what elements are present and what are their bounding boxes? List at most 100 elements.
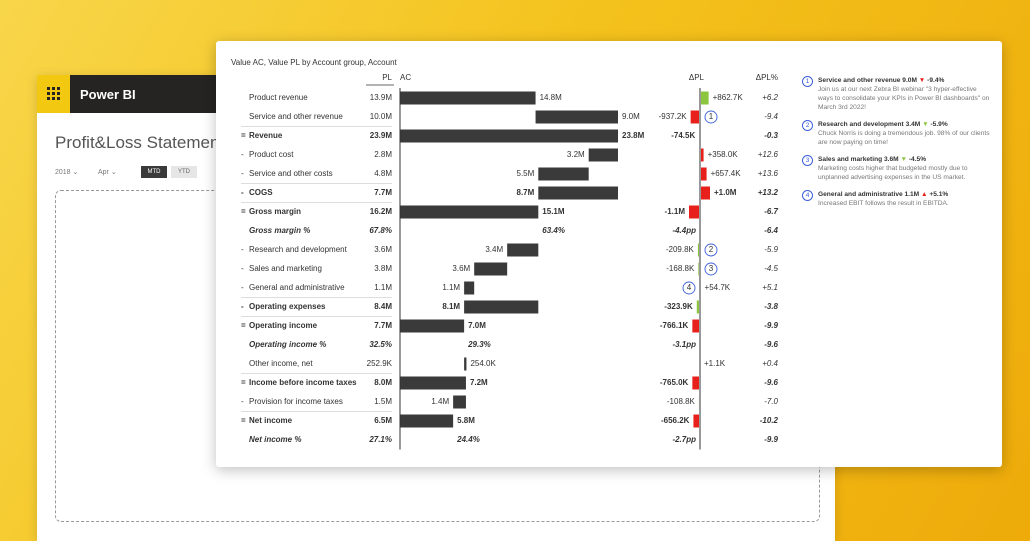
comment: 3 Sales and marketing 3.6M ▼ -4.5% Marketi… bbox=[802, 155, 992, 182]
comments: 1 Service and other revenue 9.0M ▼ -9.4% J… bbox=[802, 76, 992, 216]
row-label: Operating income % bbox=[249, 340, 326, 349]
dpl-pct: +5.1 bbox=[762, 283, 778, 292]
row-label: Operating expenses bbox=[249, 302, 326, 311]
row-label: Other income, net bbox=[249, 359, 313, 368]
comment-arrow: ▼ bbox=[918, 77, 926, 84]
comment-title: Service and other revenue 9.0M ▼ -9.4% bbox=[818, 76, 992, 85]
ac-label: 254.0K bbox=[470, 359, 496, 368]
comment-marker-number: 1 bbox=[709, 112, 714, 121]
visual: Value AC, Value PL by Account group, Acc… bbox=[231, 58, 779, 450]
pl-value: 10.0M bbox=[370, 112, 393, 121]
dpl-label: +657.4K bbox=[711, 169, 742, 178]
pl-value: 6.5M bbox=[374, 416, 392, 425]
pl-value: 3.8M bbox=[374, 264, 392, 273]
dpl-bar bbox=[700, 186, 710, 200]
ac-label: 3.2M bbox=[567, 150, 585, 159]
row-label: Service and other revenue bbox=[249, 112, 343, 121]
ac-bar bbox=[400, 91, 536, 105]
ac-bar bbox=[464, 357, 467, 371]
filter-value: Apr bbox=[98, 169, 109, 176]
row-label: Gross margin bbox=[249, 207, 301, 216]
comment-title: Research and development 3.4M ▼ -5.9% bbox=[818, 120, 992, 129]
comment-title-text: Service and other revenue 9.0M bbox=[818, 77, 917, 84]
ac-label: 7.2M bbox=[470, 378, 488, 387]
comment: 4 General and administrative 1.1M ▲ +5.1%… bbox=[802, 190, 992, 208]
ac-label: 5.5M bbox=[517, 169, 535, 178]
dpl-label: -656.2K bbox=[661, 416, 690, 425]
dpl-bar bbox=[689, 205, 700, 219]
toggle[interactable]: YTD bbox=[171, 166, 197, 178]
pl-value: 16.2M bbox=[370, 207, 393, 216]
comment-marker bbox=[704, 262, 718, 276]
column-header: AC bbox=[400, 73, 411, 82]
row-label: Product cost bbox=[249, 150, 294, 159]
ac-label: 63.4% bbox=[542, 226, 565, 235]
row-prefix: - bbox=[241, 302, 244, 311]
pl-value: 13.9M bbox=[370, 93, 393, 102]
row-prefix: = bbox=[241, 131, 246, 140]
comment-title-text: Research and development 3.4M bbox=[818, 121, 921, 128]
pl-value: 1.5M bbox=[374, 397, 392, 406]
ac-bar bbox=[453, 395, 466, 409]
ac-label: 8.7M bbox=[517, 188, 535, 197]
comment-number: 3 bbox=[802, 155, 813, 166]
row-prefix: = bbox=[241, 321, 246, 330]
ac-bar bbox=[464, 281, 475, 295]
row-label: Product revenue bbox=[249, 93, 308, 102]
pl-value: 23.9M bbox=[370, 131, 393, 140]
dpl-pct: -4.5 bbox=[764, 264, 778, 273]
dpl-pct: -10.2 bbox=[760, 416, 779, 425]
pl-value: 1.1M bbox=[374, 283, 392, 292]
dpl-label: -74.5K bbox=[671, 131, 695, 140]
comment-marker bbox=[682, 281, 696, 295]
filter[interactable]: 2018 ⌄ bbox=[55, 169, 79, 176]
pl-value: 27.1% bbox=[368, 435, 392, 444]
app-name: Power BI bbox=[80, 87, 136, 102]
toggle[interactable]: MTD bbox=[141, 166, 167, 178]
dpl-label: -209.8K bbox=[666, 245, 695, 254]
column-header: ΔPL% bbox=[756, 73, 778, 82]
row-label: General and administrative bbox=[249, 283, 345, 292]
pl-value: 4.8M bbox=[374, 169, 392, 178]
dpl-label: +1.1K bbox=[704, 359, 726, 368]
dpl-label: -765.0K bbox=[660, 378, 689, 387]
pl-value: 3.6M bbox=[374, 245, 392, 254]
filter-value: 2018 bbox=[55, 169, 71, 176]
dpl-label: +862.7K bbox=[713, 93, 744, 102]
column-header: ΔPL bbox=[689, 73, 705, 82]
dpl-label: -4.4pp bbox=[672, 226, 696, 235]
row-label: Research and development bbox=[249, 245, 348, 254]
dpl-bar bbox=[700, 167, 707, 181]
comment-marker-number: 3 bbox=[709, 264, 714, 273]
comment-arrow: ▼ bbox=[922, 121, 929, 128]
comment-delta: -9.4% bbox=[927, 77, 945, 84]
comment-arrow: ▲ bbox=[921, 191, 928, 198]
dpl-label: -2.7pp bbox=[672, 435, 696, 444]
ac-label: 1.1M bbox=[442, 283, 460, 292]
dpl-pct: -3.8 bbox=[764, 302, 778, 311]
pl-value: 67.8% bbox=[369, 226, 392, 235]
dpl-pct: -9.9 bbox=[764, 435, 778, 444]
ac-label: 5.8M bbox=[457, 416, 475, 425]
comment-number: 1 bbox=[802, 76, 813, 87]
dpl-pct: +12.6 bbox=[758, 150, 779, 159]
ac-bar bbox=[400, 319, 465, 333]
ac-label: 3.4M bbox=[485, 245, 503, 254]
row-prefix: - bbox=[241, 188, 244, 197]
row-label: Net income bbox=[249, 416, 293, 425]
ac-bar bbox=[464, 300, 539, 314]
app-launcher[interactable] bbox=[37, 75, 70, 113]
dpl-pct: +13.6 bbox=[758, 169, 779, 178]
filter[interactable]: Apr ⌄ bbox=[98, 169, 117, 176]
ac-bar bbox=[474, 262, 508, 276]
row-label: COGS bbox=[249, 188, 273, 197]
row-prefix: - bbox=[241, 264, 244, 273]
comment-text: Increased EBIT follows the result in EBI… bbox=[818, 200, 949, 207]
row-label: Service and other costs bbox=[249, 169, 333, 178]
comment-marker bbox=[704, 110, 718, 124]
pl-value: 8.4M bbox=[374, 302, 392, 311]
ac-label: 1.4M bbox=[431, 397, 449, 406]
ac-label: 23.8M bbox=[622, 131, 645, 140]
dpl-label: +358.0K bbox=[708, 150, 739, 159]
